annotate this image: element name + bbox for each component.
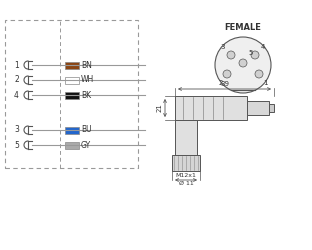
Circle shape xyxy=(215,37,271,93)
Text: 2: 2 xyxy=(219,80,223,86)
Text: 2: 2 xyxy=(14,76,19,84)
Text: 1: 1 xyxy=(263,80,267,86)
Circle shape xyxy=(251,51,259,59)
Text: 4: 4 xyxy=(261,44,265,50)
Bar xyxy=(175,120,197,155)
Bar xyxy=(65,62,79,68)
Text: 3: 3 xyxy=(14,126,19,134)
Text: 4: 4 xyxy=(14,90,19,100)
Text: M12x1: M12x1 xyxy=(176,173,197,178)
Bar xyxy=(5,20,138,168)
Text: 21: 21 xyxy=(157,104,163,112)
Text: 5: 5 xyxy=(14,140,19,149)
Circle shape xyxy=(255,70,263,78)
Text: WH: WH xyxy=(81,76,94,84)
Circle shape xyxy=(227,51,235,59)
Text: FEMALE: FEMALE xyxy=(225,23,261,32)
Text: 1: 1 xyxy=(14,60,19,70)
Bar xyxy=(175,96,247,120)
Text: Ø 11: Ø 11 xyxy=(179,181,193,186)
Bar xyxy=(247,101,269,115)
Text: 5: 5 xyxy=(249,50,253,56)
Text: 3: 3 xyxy=(221,44,225,50)
Text: GY: GY xyxy=(81,140,91,149)
Text: 39: 39 xyxy=(220,81,229,87)
Bar xyxy=(269,104,274,112)
Circle shape xyxy=(223,70,231,78)
Bar xyxy=(65,142,79,148)
Bar xyxy=(65,92,79,98)
Bar xyxy=(65,126,79,134)
Text: BU: BU xyxy=(81,126,92,134)
Bar xyxy=(172,155,200,171)
Bar xyxy=(65,76,79,84)
Circle shape xyxy=(239,59,247,67)
Text: BK: BK xyxy=(81,90,91,100)
Text: BN: BN xyxy=(81,60,92,70)
